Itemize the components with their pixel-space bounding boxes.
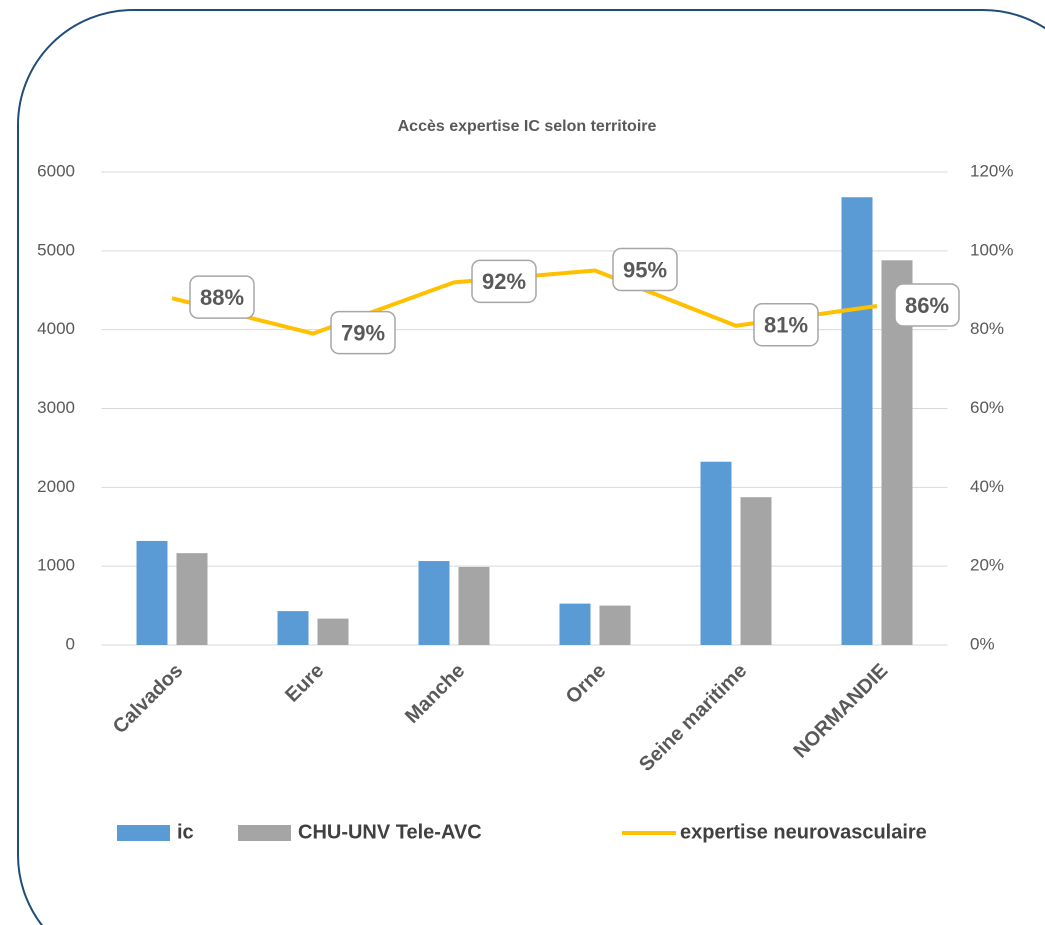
value-label-box [189,275,255,319]
value-label: 95% [623,257,667,282]
legend-swatch [117,825,170,841]
y-tick-label: 2000 [37,477,75,496]
value-label-box [471,259,537,304]
value-label-box [612,247,678,292]
bar [458,566,490,645]
y-tick-label: 5000 [37,240,75,259]
x-tick-label: Orne [562,660,611,709]
y2-tick-label: 100% [970,240,1013,259]
legend-label: expertise neurovasculaire [680,821,927,843]
chart-title: Accès expertise IC selon territoire [398,118,657,135]
bar [136,540,168,645]
x-tick-label: Manche [401,660,469,728]
y-tick-label: 0 [66,634,75,653]
value-label: 79% [341,320,385,345]
y2-tick-label: 60% [970,398,1004,417]
x-tick-label: NORMANDIE [789,660,892,763]
bar [599,605,631,645]
bar [277,611,309,645]
x-tick-label: Calvados [109,660,187,738]
value-label-box [894,283,960,327]
y2-tick-label: 40% [970,477,1004,496]
bar [176,553,208,645]
x-tick-label: Seine maritime [635,660,751,776]
bar [317,618,349,645]
bar [740,497,772,645]
value-label: 88% [200,285,244,310]
legend-label: ic [177,821,194,843]
y2-tick-label: 80% [970,319,1004,338]
bar [700,461,732,645]
value-label-box [753,302,819,347]
y-tick-label: 6000 [37,161,75,180]
bar [841,197,873,645]
legend-label: CHU-UNV Tele-AVC [298,821,482,843]
x-tick-label: Eure [281,660,328,707]
frame [17,9,1045,925]
y-tick-label: 4000 [37,319,75,338]
bar [418,561,450,645]
y2-tick-label: 120% [970,161,1013,180]
y2-tick-label: 0% [970,634,995,653]
value-label: 86% [905,293,949,318]
value-label-box [330,310,396,355]
legend-swatch [238,825,291,841]
y-tick-label: 3000 [37,398,75,417]
value-label: 81% [764,313,808,338]
value-label: 92% [482,269,526,294]
bar [559,603,591,645]
y-tick-label: 1000 [37,556,75,575]
y2-tick-label: 20% [970,556,1004,575]
